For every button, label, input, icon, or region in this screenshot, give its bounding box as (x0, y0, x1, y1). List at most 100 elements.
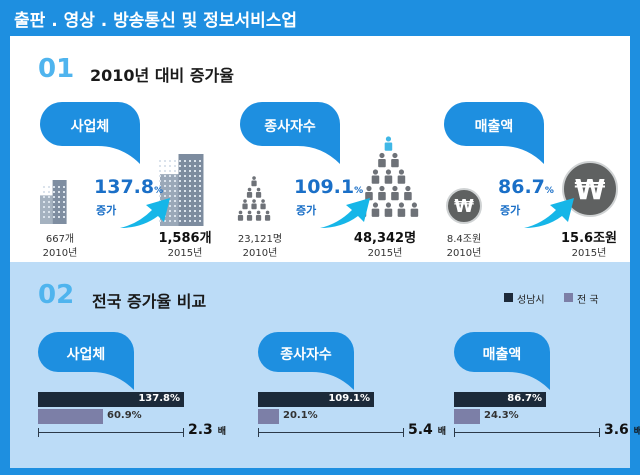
bar-nation (258, 409, 279, 424)
ratio-span-tick (403, 428, 404, 437)
section-growth-since-2010: 01 2010년 대비 증가율 사업체 137.8% 증가 667개 2010년 1,58… (10, 36, 630, 262)
ratio-value: 2.3 배 (188, 422, 226, 438)
ratio-span-tick (599, 428, 600, 437)
year-2015: 2015년 (367, 248, 403, 259)
label-bubble-shape (258, 332, 354, 390)
ratio-span-line (454, 432, 600, 433)
value-2010: 667개 (45, 234, 75, 245)
ratio-unit: 배 (437, 427, 446, 437)
page-title: 출판 . 영상 . 방송통신 및 정보서비스업 (14, 11, 298, 31)
increase-arrow-icon (120, 198, 170, 228)
ratio-value: 3.6 배 (604, 422, 640, 438)
year-2015: 2015년 (571, 248, 607, 259)
bar-label-nation: 24.3% (484, 410, 519, 421)
year-2015: 2015년 (167, 248, 203, 259)
increase-arrow-icon (524, 198, 574, 228)
ratio-span-tick (454, 428, 455, 437)
year-2010: 2010년 (242, 248, 278, 259)
chart-legend: 성남시 전 국 (504, 292, 624, 306)
ratio-unit: 배 (217, 427, 226, 437)
category-bubble: 매출액 (454, 332, 550, 392)
building-small-icon (40, 180, 68, 228)
growth-panel-2: 매출액 ₩ ₩86.7% 증가 8.4조원 2010년 15.6조원 2015년 (432, 36, 632, 262)
value-2010: 8.4조원 (446, 234, 482, 245)
label-bubble-shape (444, 102, 544, 164)
people-small-icon (236, 176, 272, 226)
ratio-span-tick (183, 428, 184, 437)
ratio-value: 5.4 배 (408, 422, 446, 438)
growth-percent-unit: % (544, 186, 554, 196)
bar-seongnam (258, 392, 374, 407)
ratio-span-line (38, 432, 184, 433)
bar-nation (38, 409, 103, 424)
value-2015: 1,586개 (158, 231, 212, 246)
comparison-panel-2: 매출액 86.7% 24.3% 3.6 배 (454, 262, 640, 468)
bar-nation (454, 409, 480, 424)
bar-label-nation: 20.1% (283, 410, 318, 421)
ratio-span-tick (258, 428, 259, 437)
category-bubble: 매출액 (444, 102, 544, 166)
growth-percent-value: 86.7 (498, 176, 545, 198)
label-bubble-shape (240, 102, 340, 164)
growth-percent-unit: % (354, 186, 364, 196)
legend-label-nation: 전 국 (577, 295, 599, 306)
legend-label-seongnam: 성남시 (517, 295, 545, 306)
growth-panel-0: 사업체 137.8% 증가 667개 2010년 1,586개 2015년 (28, 36, 228, 262)
year-2010: 2010년 (446, 248, 482, 259)
category-bubble: 종사자수 (258, 332, 354, 392)
growth-percent: 86.7% (498, 176, 554, 198)
value-2015: 48,342명 (353, 231, 417, 246)
bar-label-seongnam: 137.8% (138, 393, 180, 404)
bubble-label: 매출액 (482, 347, 522, 363)
growth-percent-value: 137.8 (94, 176, 155, 198)
comparison-panel-1: 종사자수 109.1% 20.1% 5.4 배 (258, 262, 446, 468)
ratio-number: 5.4 (408, 422, 433, 438)
category-bubble: 종사자수 (240, 102, 340, 166)
section-national-comparison: 02 전국 증가율 비교 성남시 전 국 사업체 137.8% 60.9% 2.3 배… (10, 262, 640, 468)
label-bubble-shape (38, 332, 134, 390)
growth-percent-unit: % (154, 186, 164, 196)
bar-label-seongnam: 86.7% (507, 393, 542, 404)
ratio-span-line (258, 432, 404, 433)
legend-swatch-nation (564, 293, 573, 302)
bar-label-nation: 60.9% (107, 410, 142, 421)
label-bubble-shape (40, 102, 140, 164)
ratio-number: 2.3 (188, 422, 213, 438)
bar-label-seongnam: 109.1% (328, 393, 370, 404)
legend-swatch-seongnam (504, 293, 513, 302)
category-bubble: 사업체 (38, 332, 134, 392)
value-2010: 23,121명 (237, 234, 283, 245)
section-title: 전국 증가율 비교 (92, 292, 207, 311)
ratio-unit: 배 (633, 427, 640, 437)
bar-seongnam (38, 392, 184, 407)
bubble-label: 사업체 (66, 347, 106, 363)
section-number: 02 (38, 280, 75, 310)
growth-panel-1: 종사자수 109.1% 증가 23,121명 2010년 48,342명 2015년 (228, 36, 428, 262)
won-coin-icon: ₩ (562, 161, 618, 217)
bubble-label: 사업체 (70, 119, 110, 135)
increase-label: 증가 (96, 204, 117, 217)
increase-arrow (118, 196, 172, 234)
bubble-label: 매출액 (474, 119, 514, 135)
year-2010: 2010년 (42, 248, 78, 259)
bubble-label: 종사자수 (280, 347, 332, 363)
bar-seongnam (454, 392, 546, 407)
label-bubble-shape (454, 332, 550, 390)
growth-percent: 137.8% (94, 176, 163, 198)
section-number: 01 (38, 54, 75, 84)
increase-arrow (318, 196, 372, 234)
ratio-number: 3.6 (604, 422, 629, 438)
coin-symbol: ₩ (454, 195, 474, 217)
bubble-label: 종사자수 (264, 119, 316, 135)
increase-label: 증가 (296, 204, 317, 217)
growth-percent: 109.1% (294, 176, 363, 198)
ratio-span-tick (38, 428, 39, 437)
header-bar: 출판 . 영상 . 방송통신 및 정보서비스업 (0, 0, 640, 34)
won-coin-icon: ₩ (446, 188, 482, 224)
comparison-panel-0: 사업체 137.8% 60.9% 2.3 배 (38, 262, 226, 468)
category-bubble: 사업체 (40, 102, 140, 166)
value-2015: 15.6조원 (561, 231, 617, 246)
increase-label: 증가 (500, 204, 521, 217)
coin-symbol: ₩ (574, 172, 606, 206)
increase-arrow (522, 196, 576, 234)
